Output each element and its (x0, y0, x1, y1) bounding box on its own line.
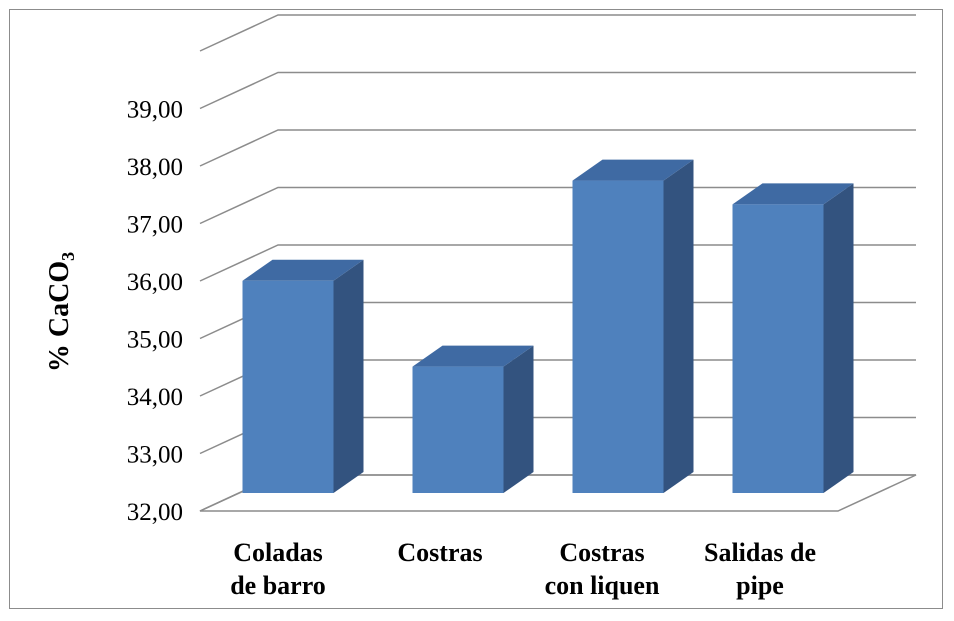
gridline (199, 186, 916, 225)
y-tick-label: 32,00 (127, 499, 183, 526)
gridline (199, 14, 916, 52)
bar-top (572, 159, 694, 181)
bar-side (503, 345, 534, 493)
bar-front (732, 204, 824, 494)
x-category-label: Costras con liquen (545, 538, 660, 600)
y-axis-ticks: 32,00 33,00 34,00 35,00 36,00 37,00 38,00 39,00 (127, 97, 183, 527)
gridline (199, 71, 916, 110)
bars (242, 159, 854, 494)
bar (572, 159, 694, 493)
y-tick-label: 39,00 (127, 97, 183, 124)
x-category-label: Salidas de pipe (704, 538, 816, 600)
bar-side (663, 159, 694, 493)
y-tick-label: 38,00 (127, 154, 183, 181)
y-axis-label: % CaCO3 (44, 252, 78, 372)
bar-side (823, 183, 854, 494)
gridline (199, 129, 916, 167)
y-tick-label: 36,00 (127, 269, 183, 296)
y-tick-label: 34,00 (127, 384, 183, 411)
y-tick-label: 37,00 (127, 212, 183, 239)
bar (412, 345, 534, 493)
bar-top (732, 183, 854, 205)
gridline (199, 244, 916, 282)
x-axis-categories: Coladas de barro Costras Costras con liquen S… (230, 538, 816, 600)
bar (732, 183, 854, 494)
x-category-label: Costras (397, 538, 482, 567)
bar-top (412, 345, 534, 367)
bar-side (333, 259, 364, 493)
y-tick-label: 33,00 (127, 442, 183, 469)
x-category-label: Coladas de barro (230, 538, 326, 600)
bar-front (242, 280, 334, 493)
bar (242, 259, 364, 493)
bar-top (242, 259, 364, 281)
bar-front (412, 366, 504, 493)
bar-front (572, 180, 664, 493)
y-tick-label: 35,00 (127, 327, 183, 354)
